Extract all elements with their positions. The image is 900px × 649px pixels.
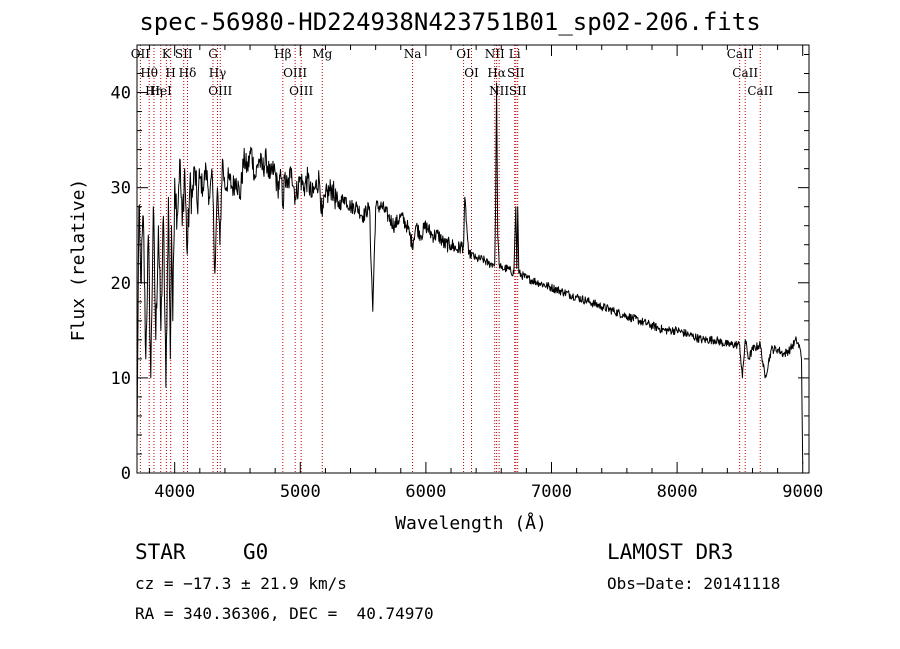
line-marker-label: SII [507,66,525,80]
line-marker-label: Li [509,47,521,61]
y-tick-label: 40 [111,84,131,104]
line-marker-label: Hη [145,84,163,98]
line-marker-label: Hδ [179,66,197,80]
survey-name: LAMOST DR3 [607,540,734,564]
line-marker-label: Na [404,47,422,61]
line-marker-label: OIII [289,84,313,98]
line-marker-label: H [165,66,175,80]
spectrum-line [136,82,804,464]
x-tick-label: 8000 [657,482,698,502]
x-tick-label: 6000 [405,482,446,502]
line-marker-label: SII [175,47,193,61]
line-marker-label: OIII [208,84,232,98]
line-marker-label: Hθ [140,66,158,80]
x-tick-label: 9000 [782,482,823,502]
object-class: STAR [135,540,186,564]
line-marker-label: SII [509,84,527,98]
y-tick-label: 20 [111,274,131,294]
axis-ticks: 4000 5000 6000 7000 8000 9000 0 10 20 30 40 [111,45,823,502]
line-marker-label: Mg [312,47,332,61]
line-marker-label: K [162,47,172,61]
y-tick-label: 10 [111,369,131,389]
line-marker-label: Hβ [274,47,291,61]
series-layer [136,82,804,464]
line-marker-label: CaII [732,66,758,80]
plot-frame [136,44,810,474]
y-tick-label: 0 [121,464,131,484]
line-marker-label: Hγ [209,66,227,80]
line-marker-label: CaII [727,47,753,61]
line-marker-label: OIII [283,66,307,80]
redshift-text: cz = −17.3 ± 21.9 km/s [135,574,347,593]
line-marker-label: OI [456,47,471,61]
line-marker-label: CaII [747,84,773,98]
line-marker-label: HeI [150,84,173,98]
line-marker-label: NII [489,84,509,98]
line-marker-label: G [208,47,218,61]
x-axis-label: Wavelength (Å) [395,512,547,534]
coordinates: RA = 340.36306, DEC = 40.74970 [135,604,434,623]
y-tick-label: 30 [111,179,131,199]
line-marker-label: Hα [487,66,506,80]
chart-title: spec-56980-HD224938N423751B01_sp02-206.f… [139,8,761,36]
object-subclass: G0 [243,540,269,564]
obs-date: Obs−Date: 20141118 [607,574,781,593]
line-marker-label: OI [464,66,479,80]
x-tick-label: 5000 [280,482,321,502]
x-tick-label: 7000 [531,482,572,502]
y-axis-label: Flux (relative) [68,179,89,342]
line-marker-label: NII [485,47,505,61]
x-tick-label: 4000 [154,482,195,502]
line-marker-label: OII [131,47,151,61]
